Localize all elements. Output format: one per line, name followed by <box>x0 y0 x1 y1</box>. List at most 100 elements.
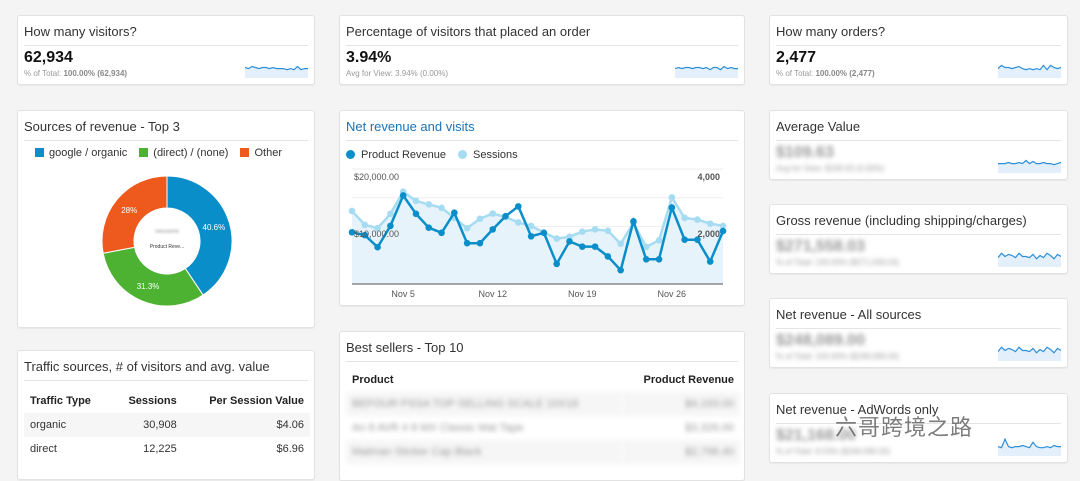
sessions-point <box>706 220 714 227</box>
revenue-point <box>399 192 407 199</box>
sparkline <box>998 252 1061 267</box>
revenue-point <box>630 218 637 225</box>
metric-value: 3.94% <box>346 49 392 66</box>
sessions-point <box>604 227 612 235</box>
card-title: Gross revenue (including shipping/charge… <box>776 213 1061 235</box>
revenue-point <box>694 236 701 244</box>
sparkline-area <box>675 66 738 78</box>
revenue-point <box>706 258 714 265</box>
card-title: Net revenue - AdWords only <box>776 402 1061 424</box>
revenue-point <box>463 239 471 247</box>
column-header[interactable]: Traffic Type <box>30 395 91 407</box>
sessions-point <box>425 201 433 208</box>
metric-value: 62,934 <box>24 49 73 66</box>
column-header[interactable]: Product Revenue <box>643 374 734 386</box>
revenue-point <box>515 203 522 210</box>
legend-item[interactable]: Other <box>240 147 282 159</box>
revenue-point <box>489 226 497 233</box>
donut-chart: 40.6% 31.3% 28% Sessions Product Reve... <box>101 175 233 307</box>
metric-sub: % of Total: 100.00% ($271,558.03) <box>776 258 900 267</box>
revenue-point <box>451 209 458 216</box>
sessions-point <box>374 224 381 232</box>
orders-card: How many orders? 2,477 % of Total: 100.0… <box>769 15 1068 85</box>
sparkline <box>998 159 1061 173</box>
sessions-point <box>668 194 676 201</box>
slice-label: 40.6% <box>203 223 226 232</box>
table-row: Matman Sticker Cap Black $2,798.40 <box>346 440 740 464</box>
table-row: An 8 AVR 4 8 MX Classic Mat Tape $3,326.0… <box>352 422 734 434</box>
sparkline <box>245 65 308 78</box>
pie-slice <box>102 246 204 307</box>
revenue-point <box>719 227 727 235</box>
revenue-point <box>642 255 650 263</box>
card-title[interactable]: Net revenue and visits <box>346 119 738 141</box>
sparkline-line <box>245 65 308 71</box>
slice-label: 31.3% <box>137 282 160 291</box>
y-right-tick: 4,000 <box>697 172 720 182</box>
sparkline-line <box>675 65 738 71</box>
traffic-card: Traffic sources, # of visitors and avg. … <box>17 350 315 480</box>
revenue-point <box>578 243 586 250</box>
card-title: Sources of revenue - Top 3 <box>24 119 308 141</box>
sub-value: 100.00% (62,934) <box>63 69 128 78</box>
legend-item[interactable]: Sessions <box>458 149 518 161</box>
revenue-point <box>655 255 663 263</box>
watermark: 六哥跨境之路 <box>835 415 974 440</box>
pie-legend: google / organic (direct) / (none) Other <box>35 147 282 159</box>
net-revenue-adwords-card: Net revenue - AdWords only $21,168.00 % … <box>769 393 1068 463</box>
sessions-point <box>489 210 497 217</box>
metric-value: $21,168.00 <box>776 427 857 444</box>
pie-slice <box>166 175 233 296</box>
card-title: How many orders? <box>776 24 1061 46</box>
sessions-point <box>655 237 663 244</box>
legend-item[interactable]: (direct) / (none) <box>139 147 228 159</box>
revenue-point <box>617 266 624 274</box>
card-title: Traffic sources, # of visitors and avg. … <box>24 359 308 381</box>
metric-value: $109.63 <box>776 144 834 161</box>
revenue-point <box>591 243 599 250</box>
card-title: Best sellers - Top 10 <box>346 340 738 362</box>
revenue-line <box>351 192 725 273</box>
sessions-point <box>553 235 560 242</box>
revenue-point <box>361 231 369 239</box>
table-row: organic 30,908 $4.06 <box>24 413 310 437</box>
revenue-point <box>412 210 420 218</box>
revenue-point <box>553 260 560 268</box>
sessions-point <box>578 228 586 235</box>
sessions-point <box>642 243 650 251</box>
revenue-point <box>502 212 509 220</box>
sub-label: % of Total: <box>24 69 62 78</box>
sessions-point <box>412 197 420 205</box>
sessions-point <box>681 214 688 222</box>
sessions-point <box>617 240 624 248</box>
sources-card: Sources of revenue - Top 3 google / orga… <box>17 110 315 328</box>
revenue-point <box>668 204 676 211</box>
column-header[interactable]: Product <box>352 374 394 386</box>
card-title: How many visitors? <box>24 24 308 46</box>
sessions-area <box>352 191 723 284</box>
sparkline-line <box>998 252 1061 260</box>
revenue-point <box>348 228 356 236</box>
sparkline <box>675 65 738 78</box>
column-header[interactable]: Sessions <box>128 395 177 407</box>
sparkline-area <box>998 439 1061 456</box>
metric-sub: % of Total: 100.00% ($248,089.00) <box>776 352 900 361</box>
gross-revenue-card: Gross revenue (including shipping/charge… <box>769 204 1068 274</box>
slice-label: 28% <box>121 206 137 215</box>
traffic-table: Traffic Type Sessions Per Session Value or… <box>24 389 310 461</box>
sparkline-line <box>998 437 1061 449</box>
card-title: Net revenue - All sources <box>776 307 1061 329</box>
conversion-card: Percentage of visitors that placed an or… <box>339 15 745 85</box>
legend-item[interactable]: google / organic <box>35 147 127 159</box>
revenue-point <box>681 236 688 244</box>
sessions-point <box>348 207 356 215</box>
table-row: direct 12,225 $6.96 <box>30 443 304 455</box>
best-sellers-card: Best sellers - Top 10 Product Product Rev… <box>339 331 745 481</box>
column-header[interactable]: Per Session Value <box>209 395 304 407</box>
metric-sub: % of Total: 100.00% (2,477) <box>776 69 875 78</box>
visitors-card: How many visitors? 62,934 % of Total: 10… <box>17 15 315 85</box>
legend-item[interactable]: Product Revenue <box>346 149 446 161</box>
sessions-point <box>476 215 484 223</box>
line-chart: $20,000.00 $10,000.00 4,000 2,000 Nov 5 Nov 1… <box>348 168 727 299</box>
revenue-point <box>540 229 548 237</box>
